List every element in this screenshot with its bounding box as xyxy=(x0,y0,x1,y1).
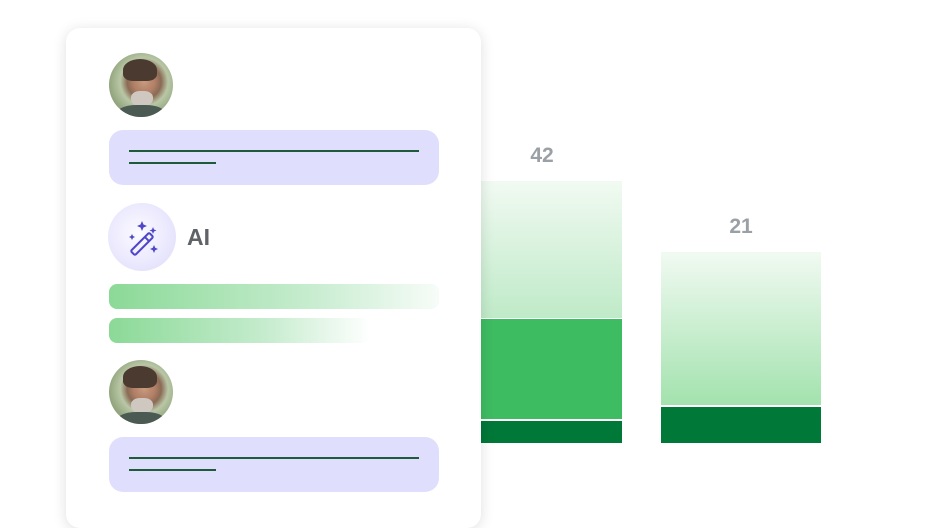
user-message-bubble xyxy=(109,130,439,185)
ai-response-placeholder-line xyxy=(109,284,439,309)
bar-2-value-label: 21 xyxy=(729,215,753,238)
bar-2-segment-dark xyxy=(661,407,821,443)
text-line xyxy=(129,150,419,152)
magic-wand-sparkles-icon xyxy=(108,203,176,271)
bar-1 xyxy=(462,181,622,443)
text-line xyxy=(129,162,216,164)
bar-2 xyxy=(661,252,821,443)
bar-1-value-label: 42 xyxy=(530,144,554,167)
user-message-bubble xyxy=(109,437,439,492)
bar-1-segment-dark xyxy=(462,421,622,443)
text-line xyxy=(129,469,216,471)
user-avatar xyxy=(109,53,173,117)
chat-card: AI xyxy=(66,28,481,528)
text-line xyxy=(129,457,419,459)
bar-1-segment-light xyxy=(462,181,622,318)
bar-1-segment-medium xyxy=(462,319,622,419)
bar-2-segment-light xyxy=(661,252,821,405)
user-avatar xyxy=(109,360,173,424)
ai-response-placeholder-line xyxy=(109,318,371,343)
ai-label: AI xyxy=(187,224,210,250)
